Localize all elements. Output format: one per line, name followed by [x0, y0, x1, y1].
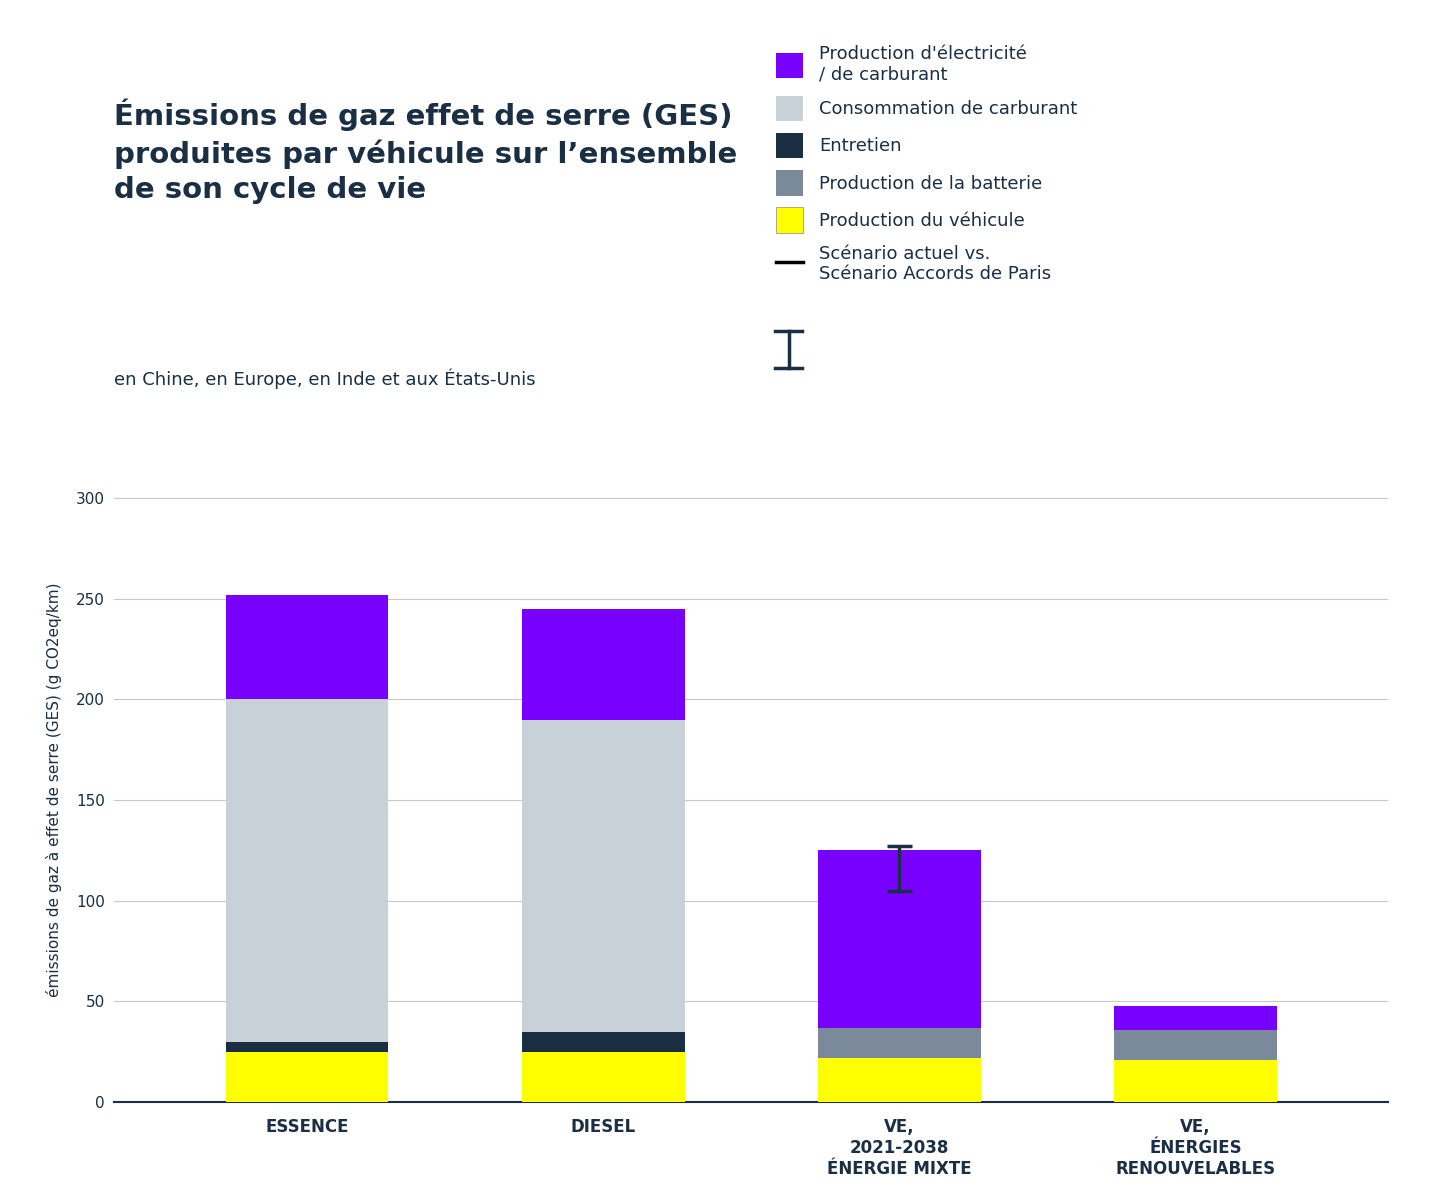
Bar	[226, 700, 388, 1042]
Bar	[522, 1052, 684, 1102]
Y-axis label: émissions de gaz à effet de serre (GES) (g CO2eq/km): émissions de gaz à effet de serre (GES) …	[46, 583, 62, 998]
Bar	[226, 1042, 388, 1052]
Bar	[226, 594, 388, 700]
Bar	[819, 1028, 980, 1058]
Bar	[1115, 1029, 1276, 1060]
Text: Émissions de gaz effet de serre (GES)
produites par véhicule sur l’ensemble
de s: Émissions de gaz effet de serre (GES) pr…	[114, 98, 738, 205]
Bar	[522, 720, 684, 1031]
Bar	[522, 1031, 684, 1052]
Bar	[819, 851, 980, 1028]
Bar	[819, 1058, 980, 1102]
Bar	[522, 609, 684, 720]
Legend: Production d'électricité
/ de carburant, Consommation de carburant, Entretien, P: Production d'électricité / de carburant,…	[776, 46, 1078, 284]
Bar	[226, 1052, 388, 1102]
Text: en Chine, en Europe, en Inde et aux États-Unis: en Chine, en Europe, en Inde et aux État…	[114, 369, 537, 389]
Bar	[1115, 1060, 1276, 1102]
Bar	[1115, 1005, 1276, 1029]
